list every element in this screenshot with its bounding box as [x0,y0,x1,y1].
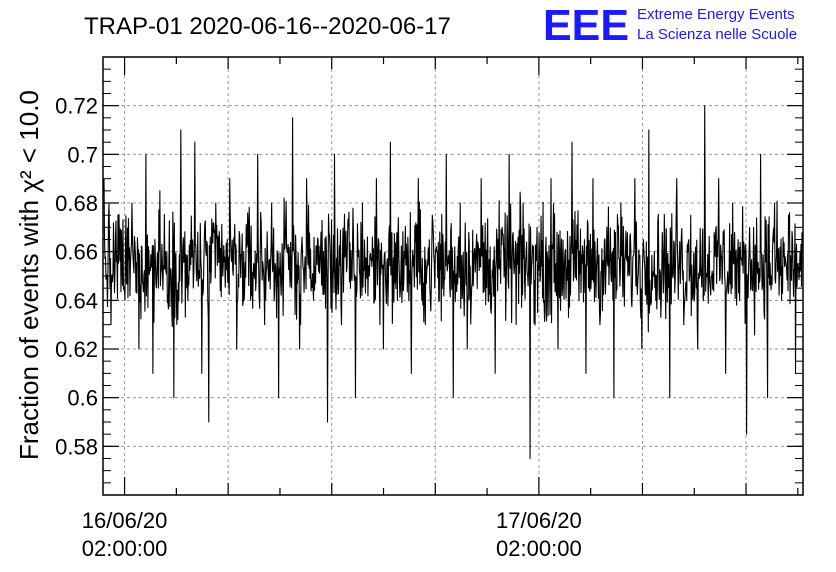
chart-title: TRAP-01 2020-06-16--2020-06-17 [84,13,451,40]
eee-logo: EEE Extreme Energy Events La Scienza nel… [543,1,797,50]
x-tick-labels: 16/06/20 02:00:00 17/06/20 02:00:00 [82,508,582,561]
eee-logo-line1: Extreme Energy Events [637,6,795,23]
y-tick-label: 0.58 [55,434,98,459]
y-tick-label: 0.6 [67,386,98,411]
axis-ticks [103,57,803,495]
x-tick-label-date: 16/06/20 [82,508,168,533]
y-tick-label: 0.7 [67,142,98,167]
x-tick-label-date: 17/06/20 [496,508,582,533]
x-tick-label-time: 02:00:00 [496,536,582,561]
x-tick-label-time: 02:00:00 [82,536,168,561]
y-tick-label: 0.64 [55,288,98,313]
eee-logo-line2: La Scienza nelle Scuole [637,26,797,43]
y-tick-label: 0.66 [55,240,98,265]
y-tick-labels: 0.58 0.6 0.62 0.64 0.66 0.68 0.7 0.72 [55,94,98,460]
series-group [103,105,803,460]
y-axis-label: Fraction of events with χ² < 10.0 [14,90,44,460]
series-line [103,105,803,460]
y-tick-label: 0.62 [55,337,98,362]
y-tick-label: 0.68 [55,191,98,216]
eee-logo-mark: EEE [543,1,629,50]
y-tick-label: 0.72 [55,94,98,119]
